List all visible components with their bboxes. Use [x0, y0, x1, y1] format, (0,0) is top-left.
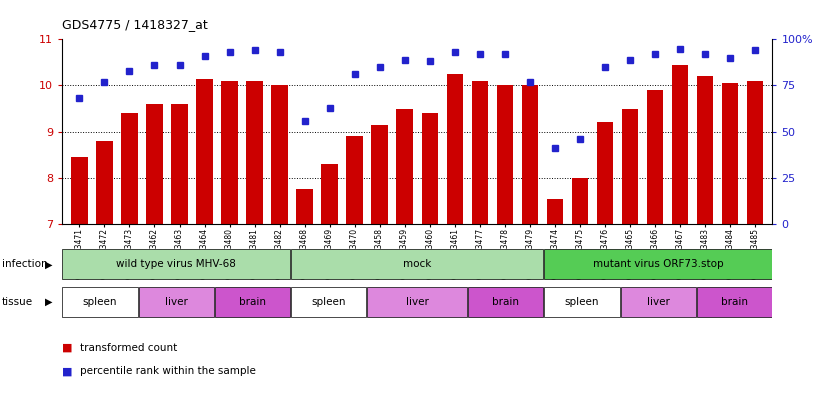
- Bar: [396, 108, 413, 224]
- Bar: [447, 74, 463, 224]
- Text: wild type virus MHV-68: wild type virus MHV-68: [116, 259, 236, 269]
- Bar: [63, 286, 138, 317]
- Bar: [346, 136, 363, 224]
- Bar: [421, 113, 438, 224]
- Text: spleen: spleen: [311, 297, 345, 307]
- Bar: [71, 157, 88, 224]
- Text: liver: liver: [164, 297, 188, 307]
- Text: ▶: ▶: [45, 297, 53, 307]
- Bar: [596, 123, 613, 224]
- Text: mutant virus ORF73.stop: mutant virus ORF73.stop: [593, 259, 724, 269]
- Bar: [547, 198, 563, 224]
- Bar: [622, 108, 638, 224]
- Bar: [696, 76, 713, 224]
- Bar: [321, 164, 338, 224]
- Bar: [171, 104, 188, 224]
- Bar: [215, 286, 290, 317]
- Text: ■: ■: [62, 366, 73, 376]
- Text: percentile rank within the sample: percentile rank within the sample: [80, 366, 256, 376]
- Bar: [572, 178, 588, 224]
- Bar: [291, 249, 544, 279]
- Bar: [672, 65, 688, 224]
- Bar: [468, 286, 544, 317]
- Text: infection: infection: [2, 259, 47, 269]
- Bar: [544, 286, 620, 317]
- Text: brain: brain: [492, 297, 520, 307]
- Bar: [496, 86, 513, 224]
- Text: ▶: ▶: [45, 259, 53, 269]
- Bar: [297, 189, 313, 224]
- Text: transformed count: transformed count: [80, 343, 178, 353]
- Bar: [63, 249, 290, 279]
- Text: GDS4775 / 1418327_at: GDS4775 / 1418327_at: [62, 18, 207, 31]
- Bar: [221, 81, 238, 224]
- Bar: [197, 79, 212, 224]
- Bar: [367, 286, 468, 317]
- Text: brain: brain: [721, 297, 748, 307]
- Text: spleen: spleen: [83, 297, 117, 307]
- Text: tissue: tissue: [2, 297, 33, 307]
- Bar: [246, 81, 263, 224]
- Text: liver: liver: [647, 297, 670, 307]
- Bar: [696, 286, 771, 317]
- Bar: [97, 141, 112, 224]
- Bar: [472, 81, 488, 224]
- Bar: [647, 90, 663, 224]
- Bar: [291, 286, 366, 317]
- Bar: [146, 104, 163, 224]
- Text: ■: ■: [62, 343, 73, 353]
- Bar: [544, 249, 771, 279]
- Text: spleen: spleen: [565, 297, 600, 307]
- Bar: [620, 286, 695, 317]
- Bar: [722, 83, 738, 224]
- Bar: [121, 113, 138, 224]
- Bar: [372, 125, 387, 224]
- Text: mock: mock: [403, 259, 431, 269]
- Bar: [747, 81, 763, 224]
- Text: liver: liver: [406, 297, 429, 307]
- Bar: [139, 286, 214, 317]
- Bar: [521, 86, 538, 224]
- Text: brain: brain: [239, 297, 266, 307]
- Bar: [272, 86, 287, 224]
